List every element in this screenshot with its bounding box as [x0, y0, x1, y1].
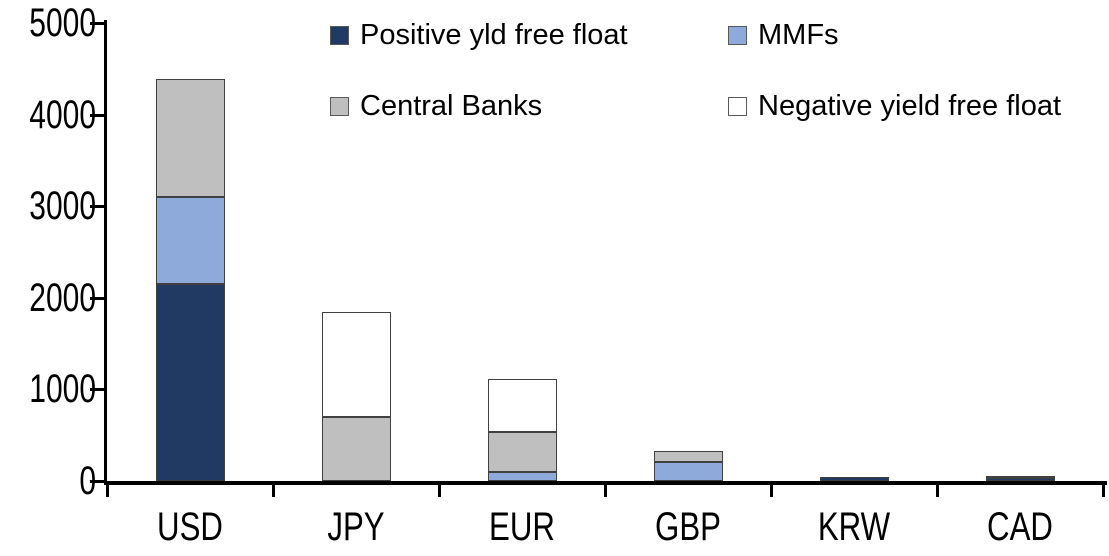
legend-label-negative-yield-free-float: Negative yield free float — [758, 90, 1062, 122]
bar-segment-usd-mmfs — [155, 197, 225, 285]
x-axis-tick-5 — [935, 481, 939, 497]
bar-segment-jpy-central-banks — [321, 416, 391, 481]
y-axis-tick-1000 — [90, 388, 107, 392]
x-axis-tick-3 — [603, 481, 607, 497]
y-axis-tick-label-0: 0 — [79, 459, 96, 503]
y-axis-tick-3000 — [90, 205, 107, 209]
x-axis-line — [107, 481, 1107, 485]
x-axis-tick-4 — [769, 481, 773, 497]
y-axis-tick-label-1000: 1000 — [29, 367, 96, 412]
legend-label-mmfs: MMFs — [758, 19, 839, 51]
legend-swatch-central-banks — [330, 96, 349, 116]
x-axis-category-label-usd: USD — [157, 505, 223, 549]
bar-segment-krw-positive-yld-free-float — [819, 477, 889, 481]
y-axis-tick-label-5000: 5000 — [29, 1, 96, 45]
y-axis-tick-0 — [90, 480, 107, 483]
legend-item-central-banks: Central Banks — [330, 91, 542, 121]
bar-segment-eur-mmfs — [487, 471, 557, 481]
bar-segment-gbp-central-banks — [653, 450, 723, 462]
bar-segment-usd-positive-yld-free-float — [155, 284, 225, 481]
bar-segment-usd-central-banks — [155, 78, 225, 198]
bar-segment-gbp-mmfs — [653, 461, 723, 481]
x-axis-category-label-eur: EUR — [489, 505, 555, 549]
y-axis-line — [104, 20, 107, 485]
x-axis-tick-6 — [1101, 481, 1105, 497]
legend-swatch-positive-yld-free-float — [330, 25, 349, 45]
bar-segment-cad-central-banks — [985, 475, 1055, 479]
y-axis-tick-4000 — [90, 113, 107, 117]
legend-item-positive-yld-free-float: Positive yld free float — [330, 20, 628, 50]
x-axis-tick-1 — [271, 481, 275, 497]
legend-swatch-negative-yield-free-float — [728, 96, 747, 116]
legend-item-mmfs: MMFs — [728, 20, 839, 50]
x-axis-category-label-cad: CAD — [987, 505, 1053, 549]
legend-swatch-mmfs — [728, 25, 747, 45]
bar-segment-eur-negative-yield-free-float — [487, 379, 557, 432]
legend-label-positive-yld-free-float: Positive yld free float — [360, 19, 628, 51]
y-axis-tick-5000 — [90, 22, 107, 25]
legend-item-negative-yield-free-float: Negative yield free float — [728, 91, 1061, 121]
x-axis-tick-0 — [105, 481, 109, 497]
bar-segment-jpy-negative-yield-free-float — [321, 312, 391, 417]
x-axis-tick-2 — [437, 481, 441, 497]
x-axis-category-label-jpy: JPY — [327, 505, 385, 549]
x-axis-category-label-krw: KRW — [817, 505, 891, 549]
y-axis-tick-label-3000: 3000 — [29, 184, 96, 229]
bar-segment-cad-positive-yld-free-float — [985, 478, 1055, 481]
legend-label-central-banks: Central Banks — [360, 90, 543, 122]
y-axis-tick-label-2000: 2000 — [29, 275, 96, 320]
y-axis-tick-2000 — [90, 296, 107, 300]
x-axis-category-label-gbp: GBP — [655, 505, 721, 549]
bar-segment-eur-central-banks — [487, 431, 557, 472]
y-axis-tick-label-4000: 4000 — [29, 92, 96, 137]
